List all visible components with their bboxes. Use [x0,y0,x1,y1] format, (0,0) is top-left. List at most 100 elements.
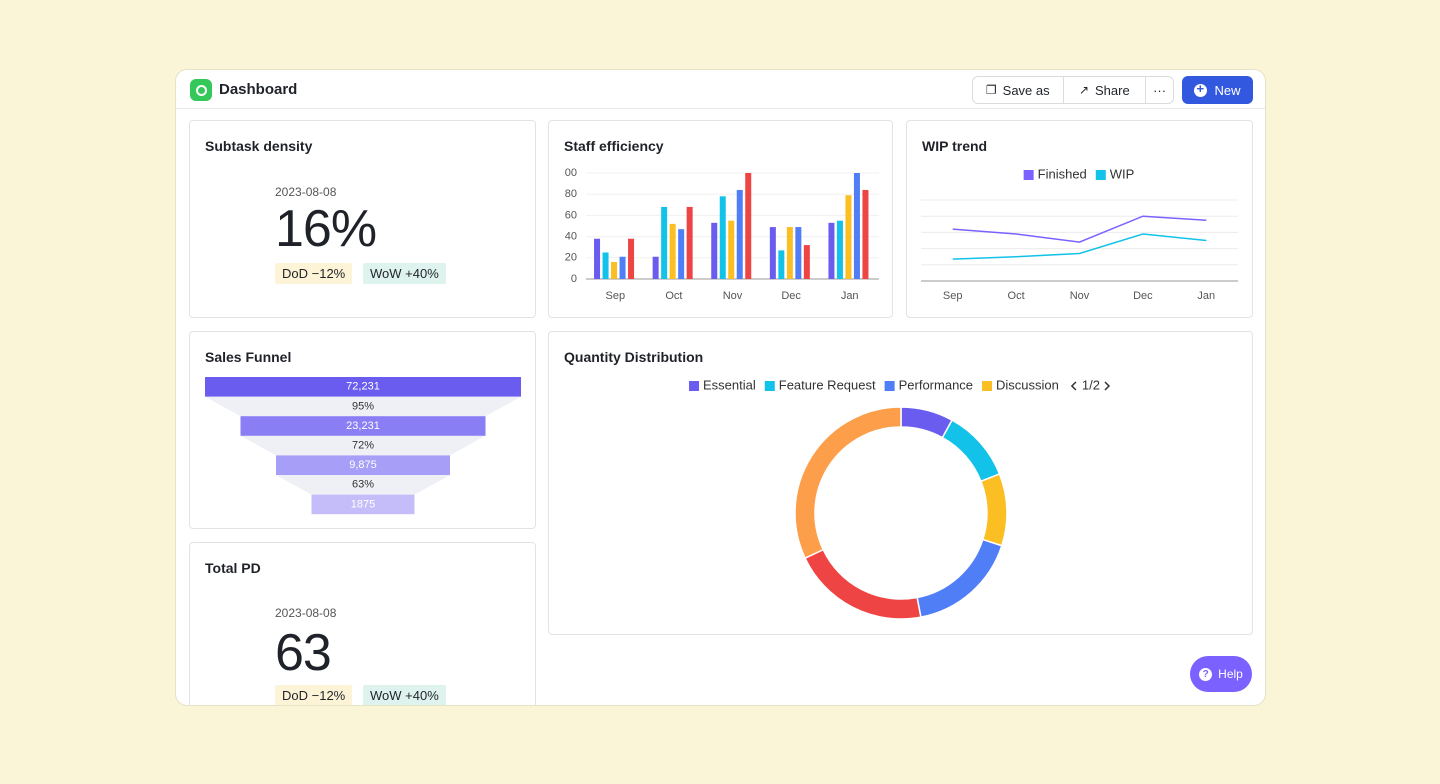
icon: ? [1199,667,1213,681]
legend-swatch [1023,170,1034,180]
page-title: Dashboard [219,81,298,98]
line-series [952,215,1207,243]
card-title: Sales Funnel [205,349,292,365]
donut-segment [979,473,1008,547]
icon: ❐ [985,83,997,97]
y-tick-label: 40 [565,231,577,243]
funnel-rate: 63% [352,479,374,491]
bar-chart: 0 20 40 60 80 00 Sep Oct Nov Dec Jan [565,167,879,302]
bar [803,245,810,279]
help-button[interactable]: ? Help [1190,656,1252,692]
x-tick-label: Jan [1197,290,1215,302]
icon [1194,81,1208,97]
x-tick-label: Sep [943,290,963,302]
legend-label: Performance [899,377,973,392]
funnel-neck [276,475,450,495]
next-page[interactable] [1104,381,1111,391]
funnel-bar [311,494,415,515]
x-tick-label: Dec [781,290,801,302]
card-title: Subtask density [205,138,313,154]
funnel-card: Sales Funnel 95% 72,231 72% 23,231 63% 9,875 1… [189,331,536,529]
legend-label: WIP [1110,166,1135,181]
badge: WoW +40% [363,263,446,284]
funnel-value: 1875 [351,498,375,510]
funnel-value: 23,231 [346,420,380,432]
bar [786,227,793,279]
bar [686,206,693,279]
line-series [952,233,1207,260]
badge: DoD −12% [275,685,353,705]
bar [828,222,835,279]
legend-swatch [1095,170,1106,180]
bar [628,238,635,279]
funnel-value: 9,875 [349,459,377,471]
funnel-rate: 95% [352,400,374,412]
label: New [1214,82,1241,98]
badge: DoD −12% [275,263,353,284]
bar [719,196,726,279]
more-button[interactable]: ··· [1153,82,1167,98]
bar [669,223,676,279]
legend-label: Finished [1038,166,1087,181]
bar [619,256,626,279]
funnel-bar [240,416,486,436]
kpi-card: Subtask density 2023-08-08 16% DoD −12% … [189,120,536,318]
kpi-card: Total PD 2023-08-08 63 DoD −12% WoW +40% [189,542,536,705]
card-title: WIP trend [922,138,988,154]
legend-swatch [764,381,775,391]
line-chart: Sep Oct Nov Dec Jan Finished WIP [921,166,1238,302]
legend-label: Feature Request [779,377,876,392]
funnel-bar [276,455,450,475]
bar [678,229,685,279]
donut-segment [916,538,1003,618]
button-group: ❐ Save as ↗ Share ··· [972,76,1174,104]
date: 2023-08-08 [275,606,337,620]
y-tick-label: 60 [565,209,577,221]
legend-swatch [689,381,700,391]
x-tick-label: Nov [1070,290,1090,302]
y-tick-label: 00 [565,167,577,179]
kpi-value: 63 [275,624,332,682]
y-tick-label: 20 [565,252,577,264]
x-tick-label: Jan [841,290,859,302]
header: Dashboard ❐ Save as ↗ Share ··· New [176,70,1265,109]
funnel-neck [205,396,521,417]
prev-page[interactable] [1070,381,1077,391]
bar [602,252,609,279]
x-tick-label: Oct [1008,290,1025,302]
legend-swatch [982,381,993,391]
bar [661,206,668,279]
bar [778,250,785,279]
bar [594,238,601,279]
save-as-button[interactable]: ❐ Save as [973,77,1064,103]
kpi-value: 16% [275,200,377,258]
label: Save as [1002,82,1050,98]
donut-segment [941,419,1001,483]
x-tick-label: Dec [1133,290,1153,302]
share-button[interactable]: ↗ Share [1064,77,1147,103]
bar-chart-card: Staff efficiency 0 20 40 60 80 00 Sep Oct Nov Dec… [548,120,893,318]
bar [836,220,843,279]
bar [728,220,735,279]
legend-label: Discussion [996,377,1059,392]
bar [652,256,659,279]
badge: WoW +40% [363,685,446,705]
donut-chart: Essential Feature Request Performance Discu… [689,377,1111,620]
legend-label: Essential [703,377,756,392]
funnel-rate: 72% [352,440,374,452]
icon: ↗ [1078,83,1090,97]
bar [611,262,618,279]
bar [711,222,718,279]
new-button[interactable]: New [1182,76,1253,104]
y-tick-label: 0 [571,273,577,285]
bar [745,173,752,279]
line-chart-card: WIP trend Sep Oct Nov Dec Jan Finished WIP [906,120,1253,318]
logo [190,79,212,101]
card-title: Quantity Distribution [564,349,704,365]
legend-page: 1/2 [1082,377,1100,392]
legend-swatch [884,381,895,391]
bar [795,227,802,279]
donut-segment [804,548,922,620]
bar [769,227,776,279]
